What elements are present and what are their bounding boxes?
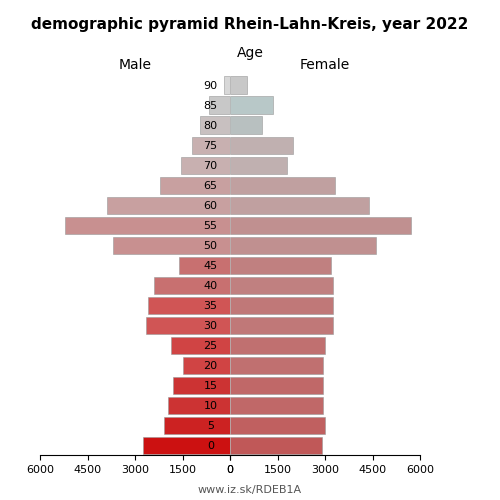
Bar <box>230 416 325 434</box>
Bar <box>230 196 370 214</box>
Bar <box>230 296 333 314</box>
Bar <box>192 136 230 154</box>
Text: Age: Age <box>236 46 264 60</box>
Bar <box>148 296 230 314</box>
Bar <box>172 336 230 353</box>
Bar <box>181 156 230 174</box>
Bar <box>230 156 287 174</box>
Bar <box>66 216 230 234</box>
Bar <box>230 376 324 394</box>
Bar <box>230 76 248 94</box>
Bar <box>173 376 230 394</box>
Bar <box>210 96 230 114</box>
Bar <box>230 236 376 254</box>
Bar <box>230 96 273 114</box>
Bar <box>113 236 230 254</box>
Bar <box>200 116 230 134</box>
Bar <box>230 136 294 154</box>
Text: demographic pyramid Rhein-Lahn-Kreis, year 2022: demographic pyramid Rhein-Lahn-Kreis, ye… <box>32 18 469 32</box>
Bar <box>230 116 262 134</box>
Bar <box>154 276 230 293</box>
Bar <box>182 356 230 374</box>
Bar <box>230 396 324 413</box>
Bar <box>168 396 230 413</box>
Bar <box>230 256 332 274</box>
Text: www.iz.sk/RDEB1A: www.iz.sk/RDEB1A <box>198 485 302 495</box>
Bar <box>106 196 230 214</box>
Bar <box>230 436 322 454</box>
Bar <box>146 316 230 334</box>
Bar <box>230 276 333 293</box>
Bar <box>230 176 334 194</box>
Title: Male: Male <box>118 58 152 72</box>
Bar <box>230 316 333 334</box>
Bar <box>164 416 230 434</box>
Bar <box>180 256 230 274</box>
Bar <box>160 176 230 194</box>
Bar <box>230 216 410 234</box>
Bar <box>230 356 324 374</box>
Bar <box>143 436 230 454</box>
Bar <box>230 336 325 353</box>
Title: Female: Female <box>300 58 350 72</box>
Bar <box>224 76 230 94</box>
